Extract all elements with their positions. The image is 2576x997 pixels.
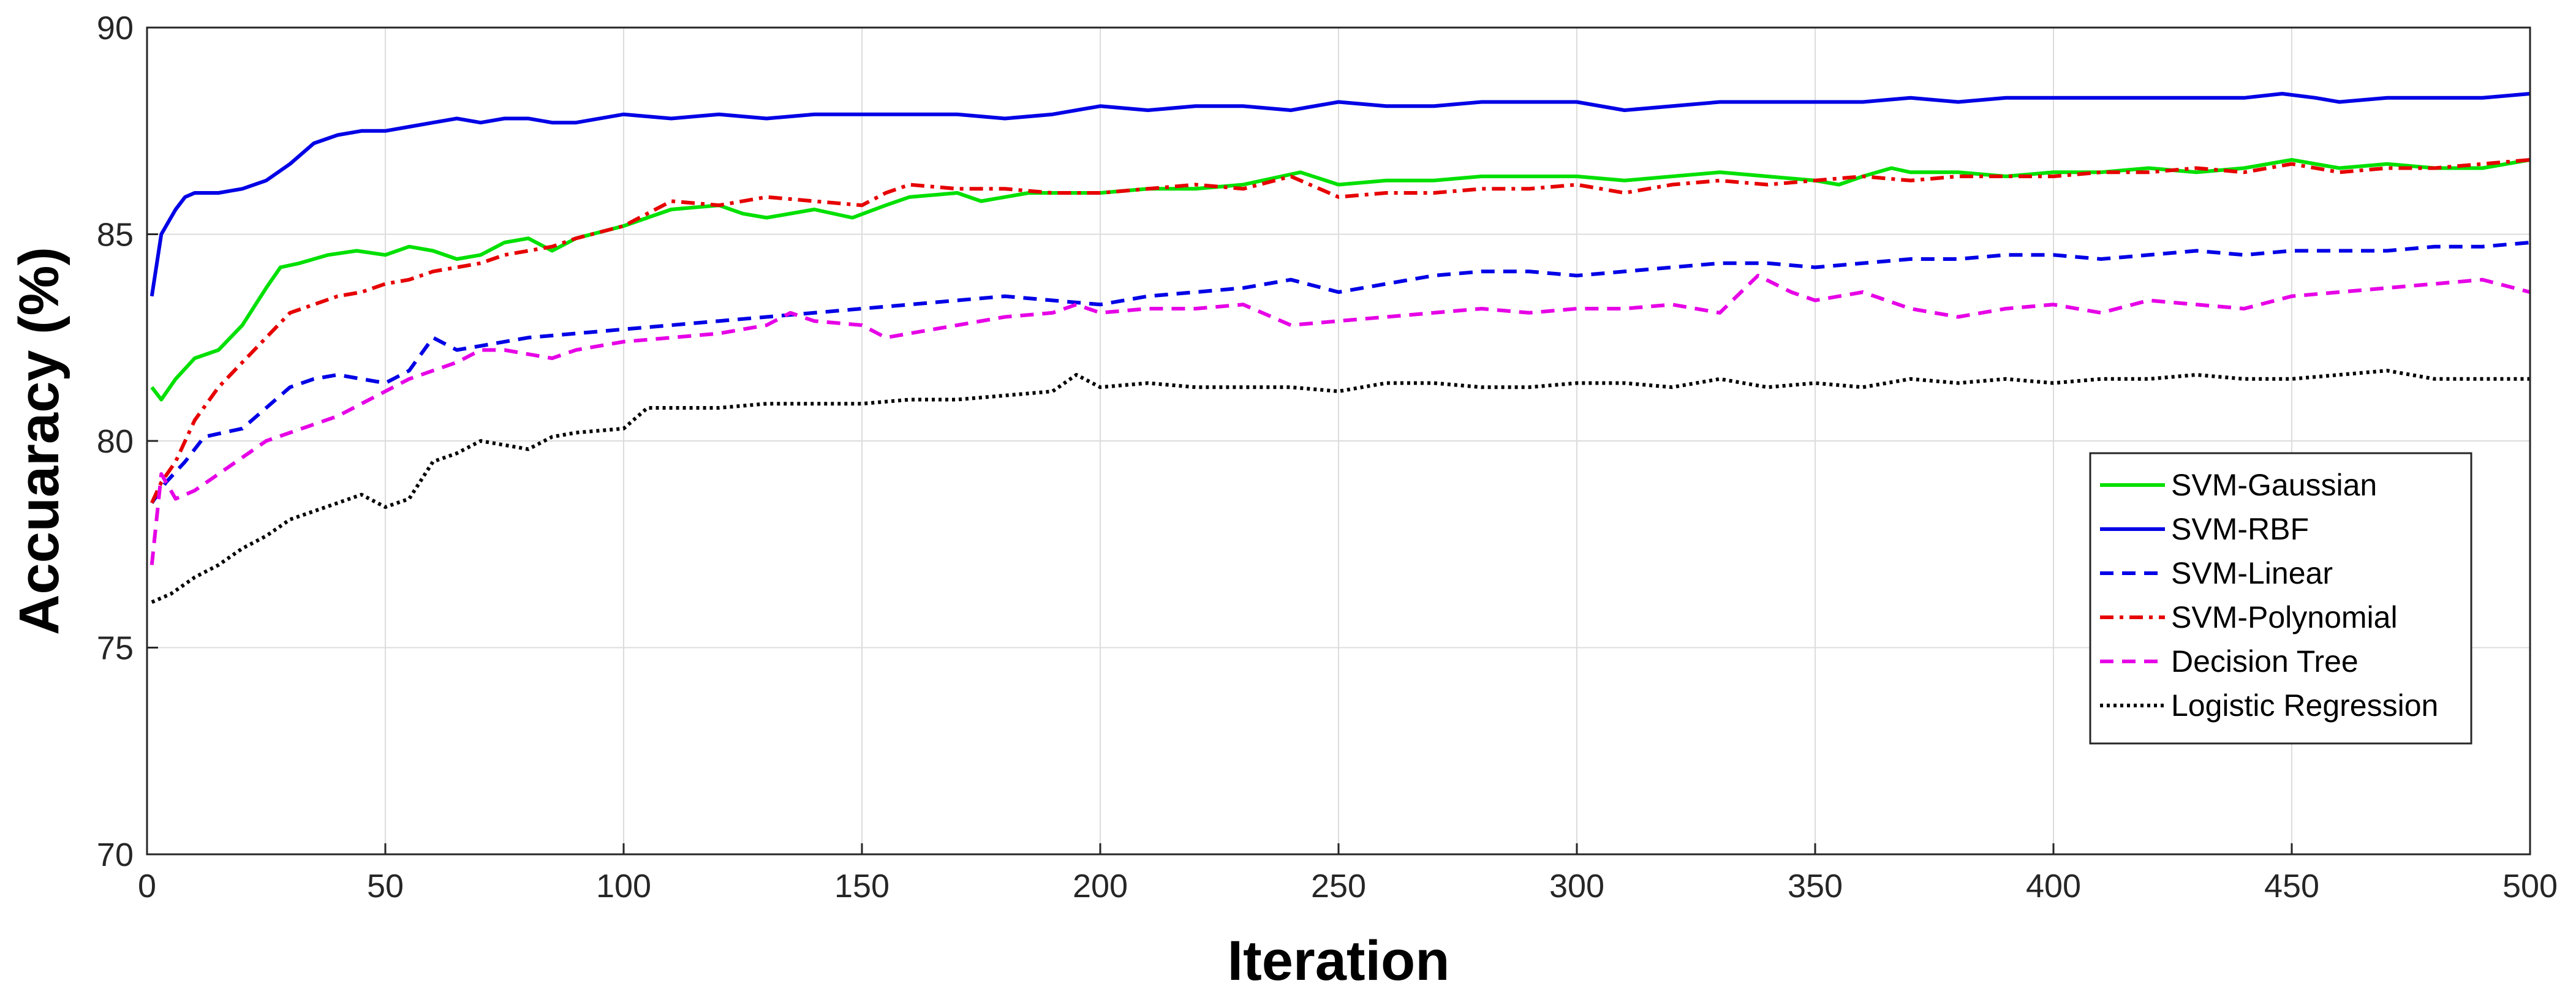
series-lines: [149, 92, 2531, 604]
series-line-svm-linear: [150, 241, 2531, 505]
x-tick-label: 250: [1311, 868, 1366, 905]
x-tick-label: 150: [834, 868, 890, 905]
legend: SVM-Gaussian SVM-RBF SVM-Linear SVM-Polynom…: [2089, 452, 2472, 745]
x-tick-label: 300: [1549, 868, 1604, 905]
legend-box: [2089, 452, 2472, 745]
y-tick-label: 90: [97, 10, 134, 47]
x-tick-label: 100: [596, 868, 651, 905]
y-tick-label: 80: [97, 423, 134, 460]
series-line-svm-gaussian: [150, 158, 2531, 402]
legend-label: SVM-RBF: [2171, 512, 2309, 546]
x-tick-label: 500: [2502, 868, 2558, 905]
legend-label: SVM-Polynomial: [2171, 600, 2398, 634]
legend-label: SVM-Linear: [2171, 556, 2333, 590]
x-tick-label: 350: [1788, 868, 1843, 905]
y-tick-label: 85: [97, 217, 134, 254]
x-tick-label: 400: [2026, 868, 2081, 905]
legend-label: SVM-Gaussian: [2171, 468, 2377, 502]
y-axis-title: Accuaracy (%): [8, 247, 70, 635]
legend-label: Logistic Regression: [2171, 688, 2438, 723]
series-line-svm-polynomial: [150, 158, 2531, 504]
x-tick-label: 450: [2264, 868, 2319, 905]
x-axis-title: Iteration: [1228, 930, 1450, 992]
x-tick-label: 50: [367, 868, 404, 905]
y-tick-label: 70: [97, 837, 134, 873]
x-tick-label: 200: [1073, 868, 1128, 905]
legend-label: Decision Tree: [2171, 644, 2359, 679]
series-line-svm-rbf: [149, 92, 2531, 297]
x-tick-label: 0: [138, 868, 156, 905]
series-line-logistic-regression: [151, 369, 2530, 604]
axis-ticks: 0 50 100 150 200 250 300 350 400 450 500 70 75 80 85 90: [97, 10, 2558, 905]
y-tick-label: 75: [97, 630, 134, 667]
